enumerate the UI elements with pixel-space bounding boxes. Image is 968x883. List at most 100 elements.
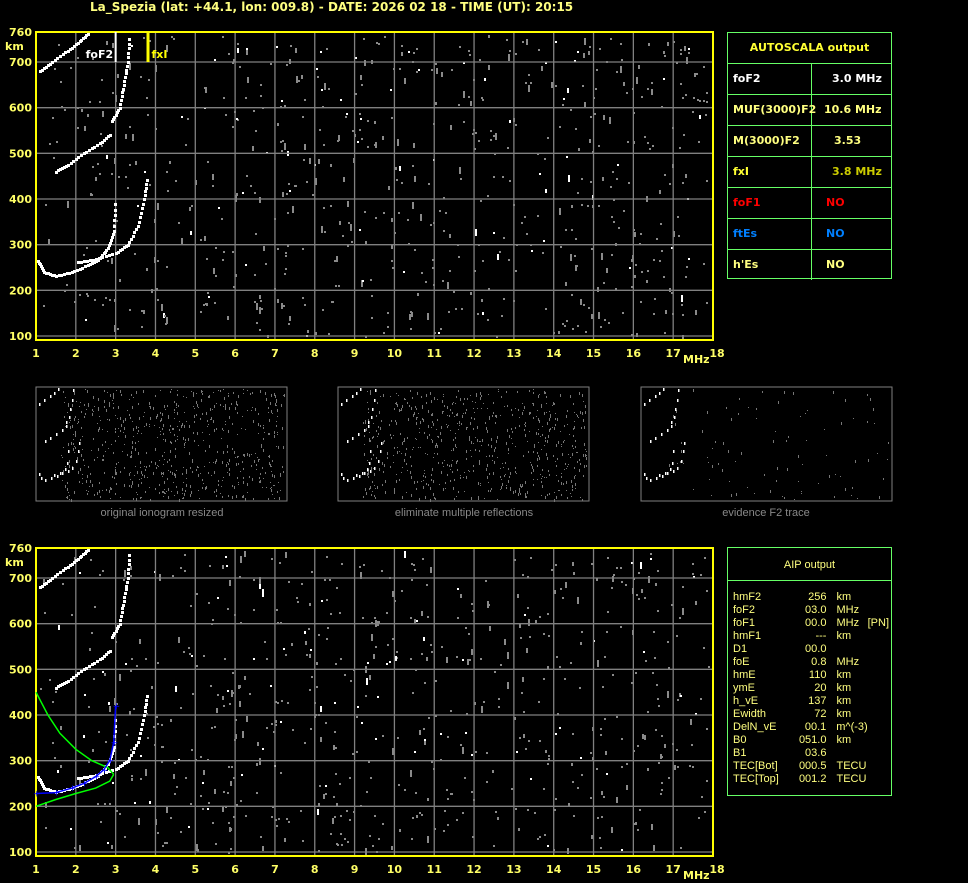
thumbnail-noise bbox=[80, 468, 81, 471]
noise-dot bbox=[571, 229, 573, 231]
thumbnail-noise bbox=[511, 438, 512, 439]
thumbnail-noise bbox=[136, 492, 137, 493]
thumbnail-noise bbox=[98, 410, 99, 411]
noise-dot bbox=[410, 658, 412, 660]
x-tick-label: 8 bbox=[311, 863, 319, 876]
thumbnail-noise bbox=[140, 461, 141, 464]
noise-dot bbox=[217, 694, 219, 696]
noise-dot bbox=[271, 723, 273, 725]
aip-extra bbox=[868, 734, 891, 747]
thumbnail-noise bbox=[413, 414, 414, 417]
echo-point bbox=[137, 741, 140, 744]
noise-dot bbox=[233, 286, 235, 288]
thumbnail-noise bbox=[175, 475, 176, 478]
noise-dot bbox=[435, 63, 437, 65]
noise-dot bbox=[489, 626, 491, 631]
thumbnail-noise bbox=[171, 491, 172, 492]
thumbnail-noise bbox=[579, 392, 580, 395]
noise-dot bbox=[140, 778, 142, 780]
thumbnail-noise bbox=[539, 457, 540, 460]
thumbnail-noise bbox=[170, 471, 171, 473]
noise-dot bbox=[304, 742, 306, 744]
echo-point bbox=[111, 636, 114, 639]
thumbnail-noise bbox=[581, 427, 582, 429]
thumbnail-noise bbox=[879, 496, 880, 499]
echo-point bbox=[113, 225, 116, 228]
noise-dot bbox=[651, 89, 653, 95]
thumbnail-trace-point bbox=[45, 440, 47, 443]
noise-dot bbox=[581, 178, 583, 180]
noise-dot bbox=[395, 167, 397, 170]
noise-dot bbox=[618, 227, 620, 229]
noise-dot bbox=[245, 264, 247, 266]
thumbnail-noise bbox=[62, 480, 63, 481]
thumbnail-noise bbox=[277, 434, 278, 435]
noise-dot bbox=[477, 313, 479, 315]
thumbnail-noise bbox=[447, 474, 448, 476]
thumbnail-noise bbox=[273, 485, 274, 486]
noise-dot bbox=[544, 834, 546, 836]
thumbnail-noise bbox=[569, 434, 570, 435]
noise-dot bbox=[641, 589, 643, 593]
thumbnail-trace-point bbox=[374, 467, 376, 470]
noise-dot bbox=[573, 572, 575, 575]
noise-dot bbox=[324, 231, 326, 233]
thumbnail-noise bbox=[579, 469, 580, 472]
thumbnail-noise bbox=[434, 453, 435, 454]
thumbnail-noise bbox=[495, 415, 496, 417]
thumbnail-noise bbox=[584, 465, 585, 468]
noise-dot bbox=[596, 69, 598, 71]
noise-dot bbox=[55, 691, 57, 693]
noise-dot bbox=[306, 654, 308, 656]
noise-dot bbox=[413, 143, 415, 148]
thumbnail-noise bbox=[441, 471, 442, 474]
noise-dot bbox=[254, 192, 256, 194]
thumbnail-trace-point bbox=[370, 450, 372, 453]
echo-point bbox=[80, 261, 83, 264]
thumbnail-noise bbox=[109, 419, 110, 421]
x-tick-label: 13 bbox=[506, 347, 521, 360]
thumbnail-noise bbox=[153, 407, 154, 410]
thumbnail-noise bbox=[782, 496, 783, 497]
noise-dot bbox=[537, 153, 539, 155]
thumbnail-noise bbox=[258, 413, 259, 415]
noise-dot bbox=[221, 218, 223, 220]
thumbnail-noise bbox=[138, 454, 139, 455]
noise-dot bbox=[261, 308, 263, 310]
aip-value: 137 bbox=[808, 695, 827, 707]
noise-dot bbox=[321, 226, 323, 233]
noise-dot bbox=[591, 314, 593, 319]
thumbnail-noise bbox=[512, 431, 513, 433]
noise-dot bbox=[203, 655, 205, 657]
thumbnail-noise bbox=[113, 393, 114, 395]
aip-key: hmE bbox=[733, 669, 756, 681]
noise-dot bbox=[447, 282, 449, 289]
noise-dot bbox=[414, 176, 416, 182]
thumbnail-noise bbox=[214, 429, 215, 432]
thumbnail-noise bbox=[567, 466, 568, 467]
noise-dot bbox=[79, 780, 81, 784]
thumbnail-noise bbox=[508, 448, 509, 451]
echo-point bbox=[127, 572, 130, 575]
thumbnail-noise bbox=[841, 422, 842, 425]
thumbnail-noise bbox=[870, 398, 871, 401]
thumbnail-noise bbox=[185, 442, 186, 443]
noise-dot bbox=[320, 737, 322, 742]
thumbnail-noise bbox=[433, 423, 434, 426]
thumbnail-noise bbox=[130, 472, 131, 473]
noise-dot bbox=[344, 674, 346, 676]
thumbnail-trace-point bbox=[656, 477, 658, 480]
thumbnail-noise bbox=[505, 462, 506, 464]
thumbnail-noise bbox=[471, 456, 472, 457]
thumbnail-noise bbox=[482, 439, 483, 441]
noise-dot bbox=[83, 254, 85, 256]
noise-dot bbox=[521, 692, 523, 694]
noise-dot bbox=[184, 570, 186, 572]
echo-point bbox=[75, 674, 78, 677]
noise-dot bbox=[652, 672, 654, 674]
noise-dot bbox=[686, 57, 688, 64]
echo-point bbox=[144, 706, 147, 709]
thumbnail-noise bbox=[141, 433, 142, 434]
thumbnail-noise bbox=[574, 467, 575, 469]
thumbnail-noise bbox=[501, 486, 502, 489]
